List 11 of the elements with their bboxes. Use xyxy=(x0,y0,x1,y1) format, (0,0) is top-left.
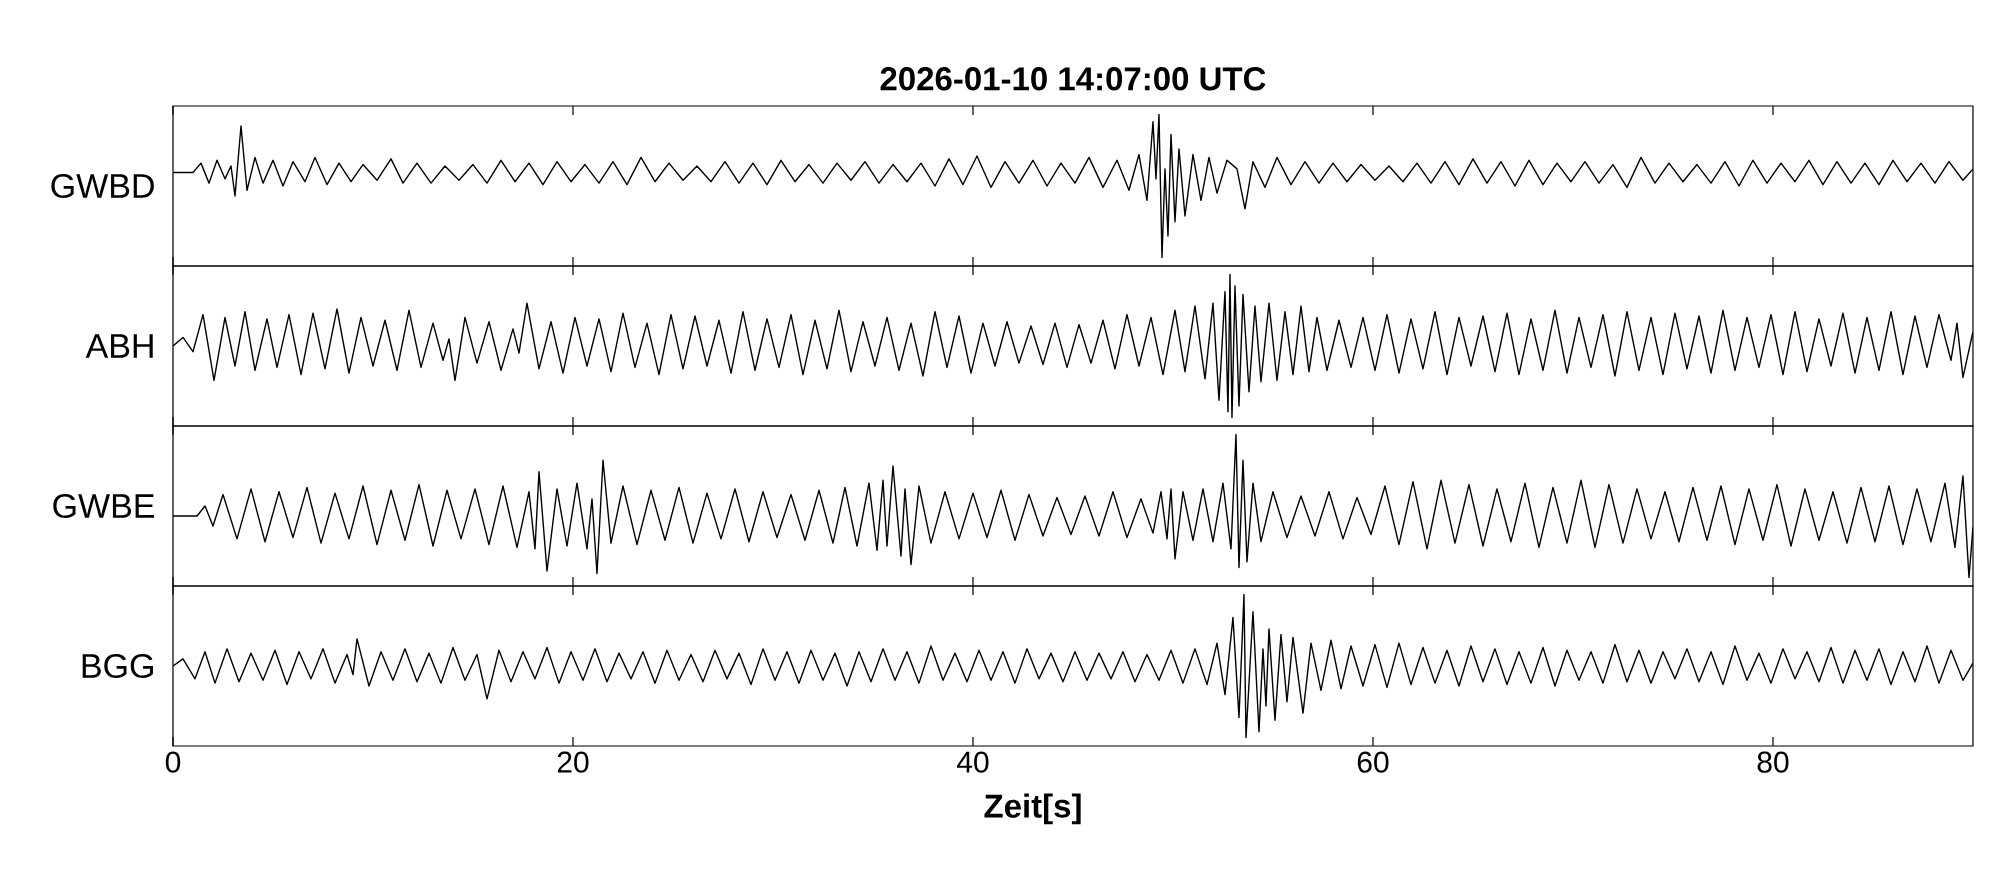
y-axis-title: ABH xyxy=(85,334,153,358)
x-axis-title: Zeit[s] xyxy=(984,793,1081,825)
y-axis-title: GWBD xyxy=(51,173,154,199)
x-tick-label: 80 xyxy=(1757,751,1789,773)
x-tick-label: 60 xyxy=(1357,751,1389,773)
y-axis-title: GWBE xyxy=(53,493,155,519)
x-tick-label: 40 xyxy=(956,751,989,773)
chart-title: 2026-01-10 14:07:00 UTC xyxy=(880,67,1266,91)
y-axis-title: BGG xyxy=(82,653,153,679)
x-tick-label: 0 xyxy=(165,751,181,773)
x-tick-label: 20 xyxy=(557,751,589,773)
